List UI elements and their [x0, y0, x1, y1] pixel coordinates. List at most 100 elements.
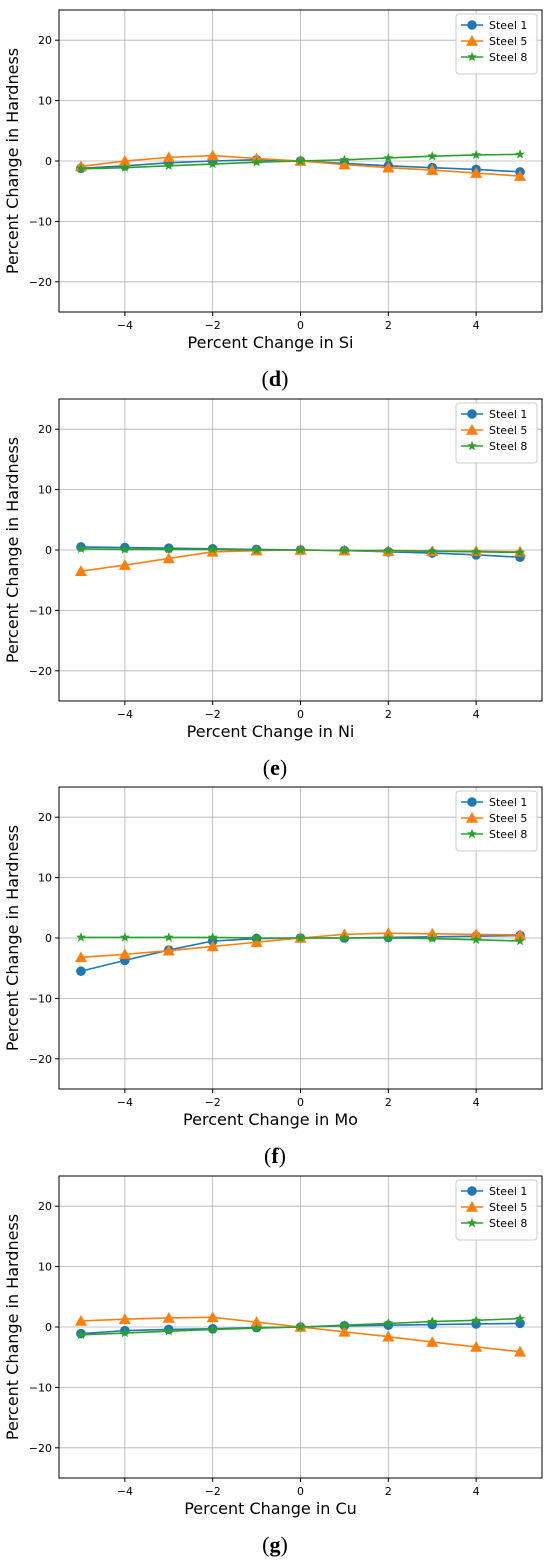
y-tick-label: −10 — [29, 992, 52, 1005]
legend-swatch-marker — [467, 20, 477, 30]
panel-label: (d) — [262, 366, 289, 391]
data-point — [76, 966, 86, 977]
data-point — [514, 1345, 527, 1357]
data-point — [515, 149, 525, 159]
data-point — [470, 167, 483, 178]
data-point — [206, 940, 219, 952]
data-point — [76, 543, 86, 553]
y-tick-label: −10 — [29, 604, 52, 617]
legend: Steel 1 Steel 5 Steel 8 — [455, 790, 538, 852]
x-tick-label: −2 — [205, 1096, 221, 1109]
legend-swatch-marker — [467, 1186, 477, 1196]
legend-box — [455, 13, 538, 75]
data-point — [338, 1325, 351, 1337]
data-point — [74, 951, 87, 963]
data-point — [470, 928, 483, 940]
data-point — [339, 545, 350, 555]
x-tick-label: 0 — [297, 1485, 304, 1498]
y-tick-label: 20 — [38, 423, 52, 436]
x-tick-label: 4 — [473, 1096, 480, 1109]
data-point — [514, 928, 527, 940]
data-point — [163, 544, 174, 554]
x-axis-label: Percent Change in Mo — [183, 1110, 358, 1129]
data-point — [206, 149, 219, 161]
legend-swatch-marker — [467, 440, 477, 451]
x-axis-label: Percent Change in Si — [188, 333, 354, 352]
legend-swatch-marker — [466, 812, 478, 823]
data-point — [119, 1327, 130, 1338]
data-point — [162, 552, 175, 564]
x-tick-label: −4 — [117, 1096, 133, 1109]
x-tick-label: 4 — [473, 319, 480, 332]
data-point — [514, 170, 527, 181]
y-tick-label: 20 — [38, 1200, 52, 1213]
data-point — [471, 546, 482, 557]
y-tick-label: −20 — [29, 1053, 52, 1066]
data-point — [162, 1311, 175, 1323]
data-point — [515, 935, 525, 946]
y-tick-label: 0 — [45, 544, 52, 557]
data-point — [74, 565, 87, 576]
legend-entry: Steel 5 — [489, 1201, 527, 1214]
data-point — [471, 1315, 482, 1325]
x-axis-label: Percent Change in Ni — [187, 722, 355, 741]
data-point — [118, 948, 131, 960]
x-tick-label: 4 — [473, 708, 480, 721]
x-tick-label: −4 — [117, 319, 133, 332]
x-tick-label: 0 — [297, 1096, 304, 1109]
legend-swatch-marker — [467, 828, 477, 839]
x-tick-label: 2 — [385, 1096, 392, 1109]
x-tick-label: 2 — [385, 708, 392, 721]
data-point — [470, 1340, 483, 1352]
x-tick-label: 0 — [297, 708, 304, 721]
x-tick-label: −4 — [117, 708, 133, 721]
y-axis-label: Percent Change in Hardness — [3, 48, 22, 274]
data-point — [427, 150, 438, 161]
x-tick-label: 0 — [297, 319, 304, 332]
y-tick-label: −10 — [29, 1381, 52, 1394]
legend-entry: Steel 8 — [489, 440, 527, 453]
data-point — [163, 1326, 174, 1336]
data-point — [383, 152, 394, 163]
legend-entry: Steel 1 — [489, 19, 527, 32]
x-tick-label: −2 — [205, 319, 221, 332]
data-point — [471, 149, 482, 160]
data-point — [207, 1324, 218, 1334]
data-point — [251, 932, 262, 943]
data-point — [251, 1323, 262, 1333]
y-tick-label: 0 — [45, 932, 52, 945]
data-point — [119, 932, 130, 942]
legend-swatch-marker — [467, 797, 477, 807]
legend-entry: Steel 8 — [489, 51, 527, 64]
x-tick-label: 2 — [385, 1485, 392, 1498]
data-point — [250, 936, 263, 948]
y-tick-label: 10 — [38, 95, 52, 108]
data-point — [339, 1319, 350, 1330]
y-tick-label: −20 — [29, 665, 52, 678]
data-point — [76, 932, 86, 942]
data-point — [382, 1330, 395, 1342]
x-tick-label: 2 — [385, 319, 392, 332]
data-point — [250, 1316, 263, 1327]
x-tick-label: −2 — [205, 1485, 221, 1498]
legend-swatch-marker — [466, 424, 478, 435]
y-tick-label: −20 — [29, 1442, 52, 1455]
data-point — [76, 163, 86, 174]
panel-label: (g) — [262, 1532, 288, 1557]
data-point — [426, 1336, 439, 1347]
legend-entry: Steel 1 — [489, 1185, 527, 1198]
legend-swatch-marker — [467, 51, 477, 62]
y-axis-label: Percent Change in Hardness — [3, 437, 22, 663]
data-point — [427, 1316, 438, 1326]
x-tick-label: −2 — [205, 708, 221, 721]
legend: Steel 1 Steel 5 Steel 8 — [455, 402, 538, 464]
data-point — [251, 157, 262, 167]
y-tick-label: 10 — [38, 872, 52, 885]
data-point — [118, 559, 131, 570]
legend-entry: Steel 5 — [489, 35, 527, 48]
legend: Steel 1 Steel 5 Steel 8 — [455, 1179, 538, 1241]
